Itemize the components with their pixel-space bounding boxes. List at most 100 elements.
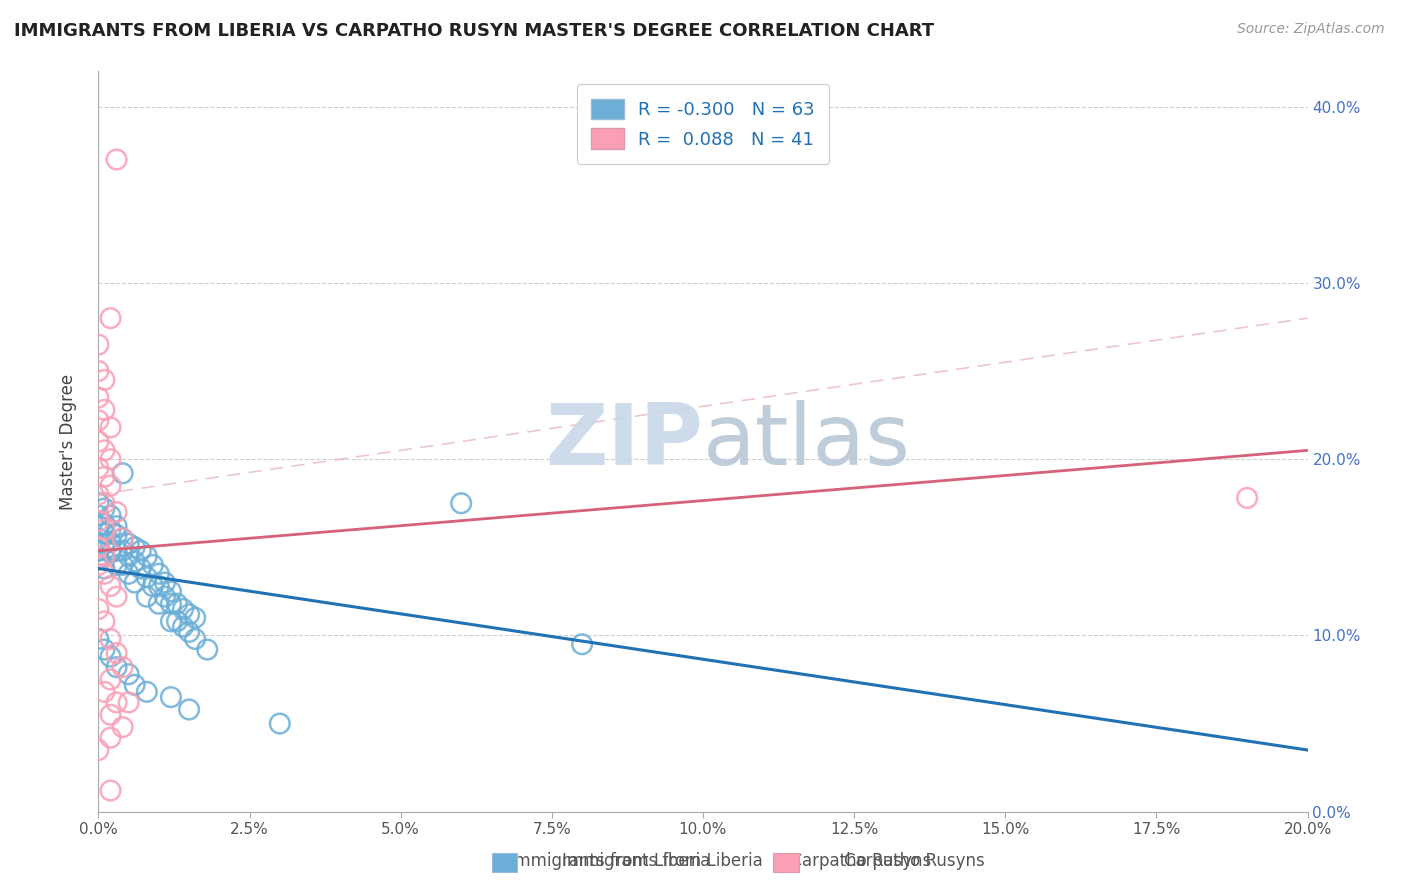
Point [135, 549, 157, 563]
Point [135, 685, 157, 699]
Point [93, 496, 115, 510]
Point [269, 716, 291, 731]
Point [129, 544, 152, 558]
Point [184, 632, 207, 646]
Y-axis label: Master's Degree: Master's Degree [59, 374, 77, 509]
Point [93, 526, 115, 541]
Point [111, 467, 134, 481]
Point [87, 508, 110, 523]
Point [124, 678, 146, 692]
Point [111, 720, 134, 734]
Text: Source: ZipAtlas.com: Source: ZipAtlas.com [1237, 22, 1385, 37]
Text: IMMIGRANTS FROM LIBERIA VS CARPATHO RUSYN MASTER'S DEGREE CORRELATION CHART: IMMIGRANTS FROM LIBERIA VS CARPATHO RUSY… [14, 22, 934, 40]
Point [93, 373, 115, 387]
Point [93, 549, 115, 563]
Point [160, 615, 183, 629]
Point [87, 364, 110, 378]
Point [172, 619, 194, 633]
Point [160, 690, 183, 705]
Text: Immigrants from Liberia: Immigrants from Liberia [499, 852, 710, 870]
Point [111, 544, 134, 558]
Point [100, 311, 122, 326]
Point [179, 702, 201, 716]
Point [105, 153, 128, 167]
Point [153, 575, 176, 590]
Point [93, 523, 115, 537]
Point [100, 523, 122, 537]
Point [93, 443, 115, 458]
Point [100, 508, 122, 523]
Point [166, 597, 188, 611]
Point [105, 544, 128, 558]
Point [100, 731, 122, 745]
Text: atlas: atlas [703, 400, 911, 483]
Point [105, 590, 128, 604]
Point [111, 532, 134, 546]
Point [87, 434, 110, 449]
Text: ZIP: ZIP [546, 400, 703, 483]
Point [118, 566, 141, 581]
Point [93, 517, 115, 532]
Point [100, 783, 122, 797]
Point [100, 478, 122, 492]
Text: Carpatho Rusyns: Carpatho Rusyns [844, 852, 984, 870]
Point [87, 602, 110, 616]
Point [93, 685, 115, 699]
Point [105, 695, 128, 709]
Point [87, 544, 110, 558]
Point [450, 496, 472, 510]
Point [172, 602, 194, 616]
Point [87, 391, 110, 405]
Point [111, 660, 134, 674]
Point [87, 413, 110, 427]
Point [87, 541, 110, 555]
Point [195, 642, 218, 657]
Text: Carpatho Rusyns: Carpatho Rusyns [780, 852, 932, 870]
Point [160, 597, 183, 611]
Point [124, 554, 146, 568]
Point [87, 558, 110, 572]
Point [184, 611, 207, 625]
Point [93, 501, 115, 516]
Point [118, 695, 141, 709]
Point [93, 615, 115, 629]
Point [124, 541, 146, 555]
Point [87, 514, 110, 528]
Point [135, 590, 157, 604]
Point [179, 607, 201, 622]
Point [93, 470, 115, 484]
Point [105, 558, 128, 572]
Point [142, 579, 165, 593]
Point [93, 566, 115, 581]
Point [105, 519, 128, 533]
Point [87, 337, 110, 351]
Point [100, 707, 122, 722]
Point [100, 535, 122, 549]
Point [100, 579, 122, 593]
Point [118, 549, 141, 563]
Point [179, 624, 201, 639]
Point [100, 673, 122, 687]
Point [87, 632, 110, 646]
Point [118, 667, 141, 681]
Point [118, 537, 141, 551]
Point [148, 597, 170, 611]
Point [105, 646, 128, 660]
Point [148, 566, 170, 581]
Point [100, 452, 122, 467]
Point [87, 519, 110, 533]
Point [124, 575, 146, 590]
Point [1236, 491, 1258, 505]
Point [87, 743, 110, 757]
Point [160, 584, 183, 599]
Point [571, 637, 593, 651]
Point [129, 561, 152, 575]
Point [148, 579, 170, 593]
Point [105, 528, 128, 542]
Legend: R = -0.300   N = 63, R =  0.088   N = 41: R = -0.300 N = 63, R = 0.088 N = 41 [576, 84, 830, 164]
Point [87, 532, 110, 546]
Point [93, 402, 115, 417]
Text: Immigrants from Liberia: Immigrants from Liberia [562, 852, 763, 870]
Point [142, 558, 165, 572]
Point [153, 590, 176, 604]
